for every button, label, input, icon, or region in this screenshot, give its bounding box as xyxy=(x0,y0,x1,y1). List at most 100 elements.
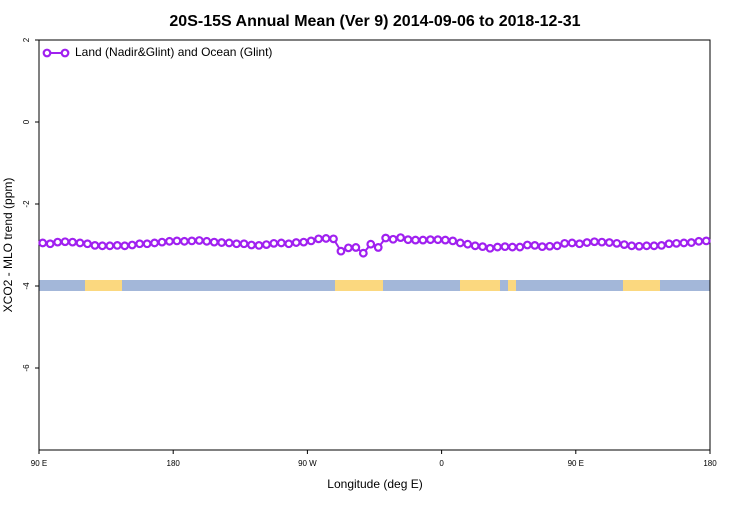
surface-strip xyxy=(39,280,710,291)
data-point xyxy=(83,239,92,249)
data-point xyxy=(247,240,256,250)
x-tick-label: 180 xyxy=(167,459,181,468)
data-point xyxy=(381,233,391,243)
data-point xyxy=(590,237,599,247)
x-axis-label: Longitude (deg E) xyxy=(327,477,422,491)
data-point xyxy=(202,236,212,246)
y-tick-label: 0 xyxy=(22,119,31,124)
data-point xyxy=(105,241,115,251)
data-point xyxy=(336,246,346,256)
data-point xyxy=(679,238,689,248)
data-point xyxy=(112,241,122,250)
chart-title: 20S-15S Annual Mean (Ver 9) 2014-09-06 t… xyxy=(169,13,580,30)
y-tick-label: -6 xyxy=(22,364,31,372)
data-point xyxy=(373,243,383,252)
x-tick-label: 0 xyxy=(439,459,444,468)
data-point xyxy=(127,240,137,250)
data-point xyxy=(165,236,174,246)
data-point xyxy=(634,241,644,251)
data-point xyxy=(388,234,398,244)
data-point xyxy=(299,237,309,247)
data-point xyxy=(150,238,159,248)
data-point xyxy=(612,238,622,248)
data-point xyxy=(276,238,286,248)
x-tick-label: 180 xyxy=(703,459,717,468)
x-tick-label: 90 W xyxy=(298,459,317,468)
data-point xyxy=(522,240,532,250)
data-point xyxy=(455,238,465,248)
data-point xyxy=(366,239,376,249)
data-point xyxy=(537,242,547,252)
data-point xyxy=(232,239,241,249)
land-patch xyxy=(460,280,500,291)
data-point xyxy=(120,241,130,251)
data-point xyxy=(157,237,167,247)
data-point xyxy=(649,241,659,251)
data-point xyxy=(344,243,353,253)
data-point xyxy=(664,239,674,249)
data-point xyxy=(209,237,219,247)
data-point xyxy=(575,239,584,249)
data-point xyxy=(500,242,510,252)
data-point xyxy=(426,235,435,245)
data-point xyxy=(68,237,77,247)
y-tick-label: -2 xyxy=(22,200,31,208)
data-point xyxy=(321,234,331,243)
data-point xyxy=(642,241,652,251)
data-point xyxy=(396,233,405,243)
data-point xyxy=(291,238,301,247)
data-point xyxy=(38,238,48,248)
data-point xyxy=(448,236,458,246)
data-point xyxy=(97,241,107,251)
data-point xyxy=(433,235,443,245)
data-point xyxy=(508,242,517,252)
data-point xyxy=(627,241,637,251)
data-point xyxy=(411,235,420,245)
land-patch xyxy=(623,280,660,291)
data-point xyxy=(619,240,629,249)
legend-label: Land (Nadir&Glint) and Ocean (Glint) xyxy=(75,45,272,59)
data-point xyxy=(493,242,502,252)
data-point xyxy=(560,238,570,248)
data-point xyxy=(418,235,428,245)
data-point xyxy=(552,241,562,251)
data-point xyxy=(217,238,227,247)
data-point xyxy=(597,237,607,247)
data-point xyxy=(582,238,592,247)
data-point xyxy=(657,241,666,250)
data-point xyxy=(351,243,361,252)
data-point xyxy=(194,236,204,245)
data-point xyxy=(672,238,681,248)
legend-marker xyxy=(42,48,52,58)
data-point xyxy=(179,236,189,246)
data-point xyxy=(463,239,473,249)
data-point xyxy=(172,236,182,246)
data-point xyxy=(358,248,368,258)
data-point xyxy=(224,238,234,248)
data-point xyxy=(142,239,152,249)
data-point xyxy=(478,242,488,252)
data-point xyxy=(485,243,495,253)
data-point xyxy=(239,239,249,249)
data-point xyxy=(567,238,577,248)
data-point xyxy=(403,235,413,245)
data-point xyxy=(686,238,696,247)
y-tick-label: -4 xyxy=(22,282,31,290)
data-point xyxy=(254,241,264,250)
data-point xyxy=(530,241,540,250)
data-point xyxy=(60,237,70,247)
data-point xyxy=(187,236,197,246)
data-point xyxy=(306,236,316,246)
data-point xyxy=(53,237,63,247)
data-point xyxy=(515,242,525,252)
x-tick-label: 90 E xyxy=(31,459,47,468)
y-axis-label: XCO2 - MLO trend (ppm) xyxy=(1,178,15,313)
data-point xyxy=(284,239,294,249)
data-point xyxy=(75,238,85,248)
legend-marker xyxy=(60,48,70,58)
data-point xyxy=(329,234,338,244)
data-point xyxy=(694,236,704,246)
data-point xyxy=(314,234,323,244)
data-point xyxy=(440,235,450,245)
